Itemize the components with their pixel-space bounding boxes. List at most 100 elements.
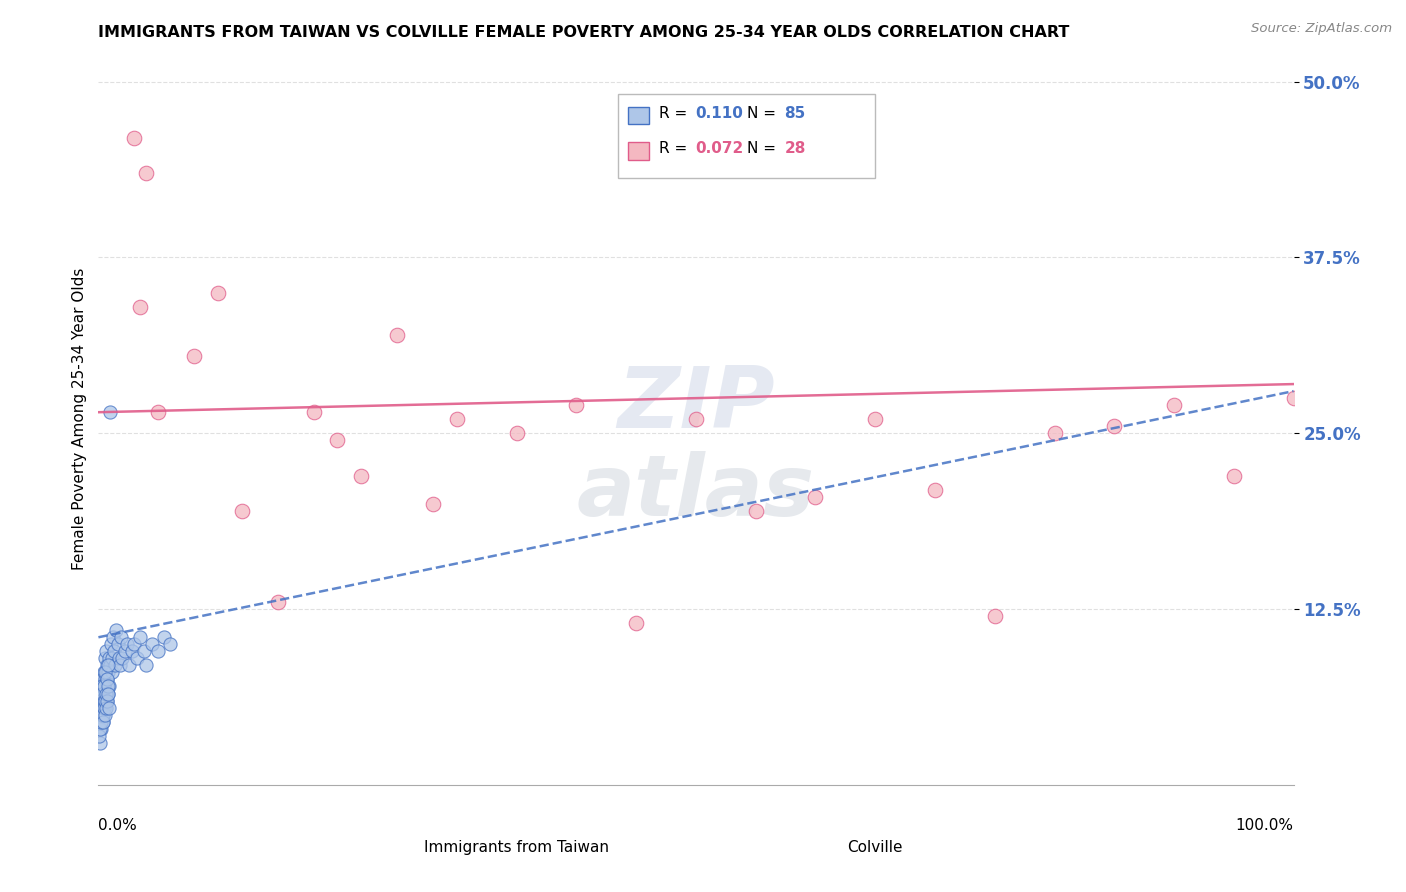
Point <box>94 687 117 701</box>
Point <box>121 644 143 658</box>
Point <box>103 644 125 658</box>
Point <box>93 680 115 694</box>
Point <box>96 700 118 714</box>
Point <box>100 651 122 665</box>
Text: N =: N = <box>748 141 782 156</box>
Point <box>96 658 118 673</box>
Point <box>96 673 118 687</box>
Text: 0.0%: 0.0% <box>98 818 138 833</box>
Point <box>90 680 112 694</box>
Point <box>1163 398 1185 412</box>
Point <box>94 665 117 680</box>
Point <box>101 665 124 680</box>
Point <box>97 700 120 714</box>
Point <box>94 673 117 687</box>
Point <box>446 412 468 426</box>
Point <box>114 644 136 658</box>
Point <box>129 300 152 314</box>
Y-axis label: Female Poverty Among 25-34 Year Olds: Female Poverty Among 25-34 Year Olds <box>72 268 87 570</box>
Point <box>91 673 114 687</box>
Point <box>422 497 444 511</box>
Point <box>804 490 827 504</box>
Point <box>89 722 111 736</box>
Point <box>96 673 118 687</box>
Point <box>159 637 181 651</box>
Point <box>745 503 768 517</box>
Point <box>207 285 229 300</box>
Text: 100.0%: 100.0% <box>1236 818 1294 833</box>
Point <box>89 693 111 707</box>
Point <box>1223 468 1246 483</box>
Bar <box>628 143 650 160</box>
Point <box>183 349 205 363</box>
Point <box>326 434 349 448</box>
Point <box>98 658 121 673</box>
Point <box>124 131 146 145</box>
Point <box>107 637 129 651</box>
Point <box>94 651 117 665</box>
Point <box>506 426 529 441</box>
Point <box>105 624 128 638</box>
Point <box>111 651 134 665</box>
Point <box>91 687 114 701</box>
Point <box>93 700 115 714</box>
Text: 85: 85 <box>785 106 806 120</box>
Point <box>91 707 114 722</box>
Point <box>125 651 148 665</box>
Point <box>90 700 112 714</box>
Point <box>108 658 131 673</box>
Point <box>1104 419 1126 434</box>
Point <box>1282 391 1305 405</box>
Point <box>89 707 111 722</box>
Point <box>129 630 152 644</box>
Point <box>93 700 115 714</box>
Point <box>141 637 163 651</box>
Point <box>89 687 111 701</box>
Point <box>148 644 170 658</box>
Text: Immigrants from Taiwan: Immigrants from Taiwan <box>425 840 609 855</box>
Point <box>118 658 141 673</box>
Point <box>97 687 120 701</box>
Point <box>132 644 155 658</box>
Point <box>924 483 946 497</box>
Text: 0.072: 0.072 <box>695 141 742 156</box>
Point <box>89 700 111 714</box>
Bar <box>628 107 650 125</box>
Point <box>385 327 409 342</box>
Point <box>90 707 112 722</box>
Point <box>302 405 325 419</box>
Point <box>91 700 114 714</box>
Point <box>90 693 112 707</box>
Point <box>89 729 111 743</box>
Point <box>93 693 115 707</box>
Point <box>91 714 114 729</box>
Point <box>94 687 117 701</box>
Point <box>91 687 114 701</box>
Point <box>153 630 176 644</box>
Text: Colville: Colville <box>848 840 903 855</box>
Point <box>93 693 115 707</box>
Point <box>90 700 112 714</box>
Point <box>90 722 112 736</box>
Point <box>94 707 117 722</box>
Point <box>90 714 112 729</box>
Point <box>93 707 115 722</box>
Point <box>94 665 117 680</box>
Point <box>89 714 111 729</box>
Point <box>685 412 707 426</box>
Point <box>90 707 112 722</box>
Point <box>90 680 112 694</box>
Text: 28: 28 <box>785 141 806 156</box>
Point <box>865 412 887 426</box>
Point <box>97 665 120 680</box>
Point <box>626 616 648 631</box>
Point <box>91 714 114 729</box>
Point <box>93 680 115 694</box>
Text: ZIP: ZIP <box>617 363 775 446</box>
Text: Source: ZipAtlas.com: Source: ZipAtlas.com <box>1251 22 1392 36</box>
Text: R =: R = <box>659 106 692 120</box>
Text: 0.110: 0.110 <box>695 106 742 120</box>
Point <box>87 722 110 736</box>
Point <box>104 658 127 673</box>
Point <box>93 665 115 680</box>
